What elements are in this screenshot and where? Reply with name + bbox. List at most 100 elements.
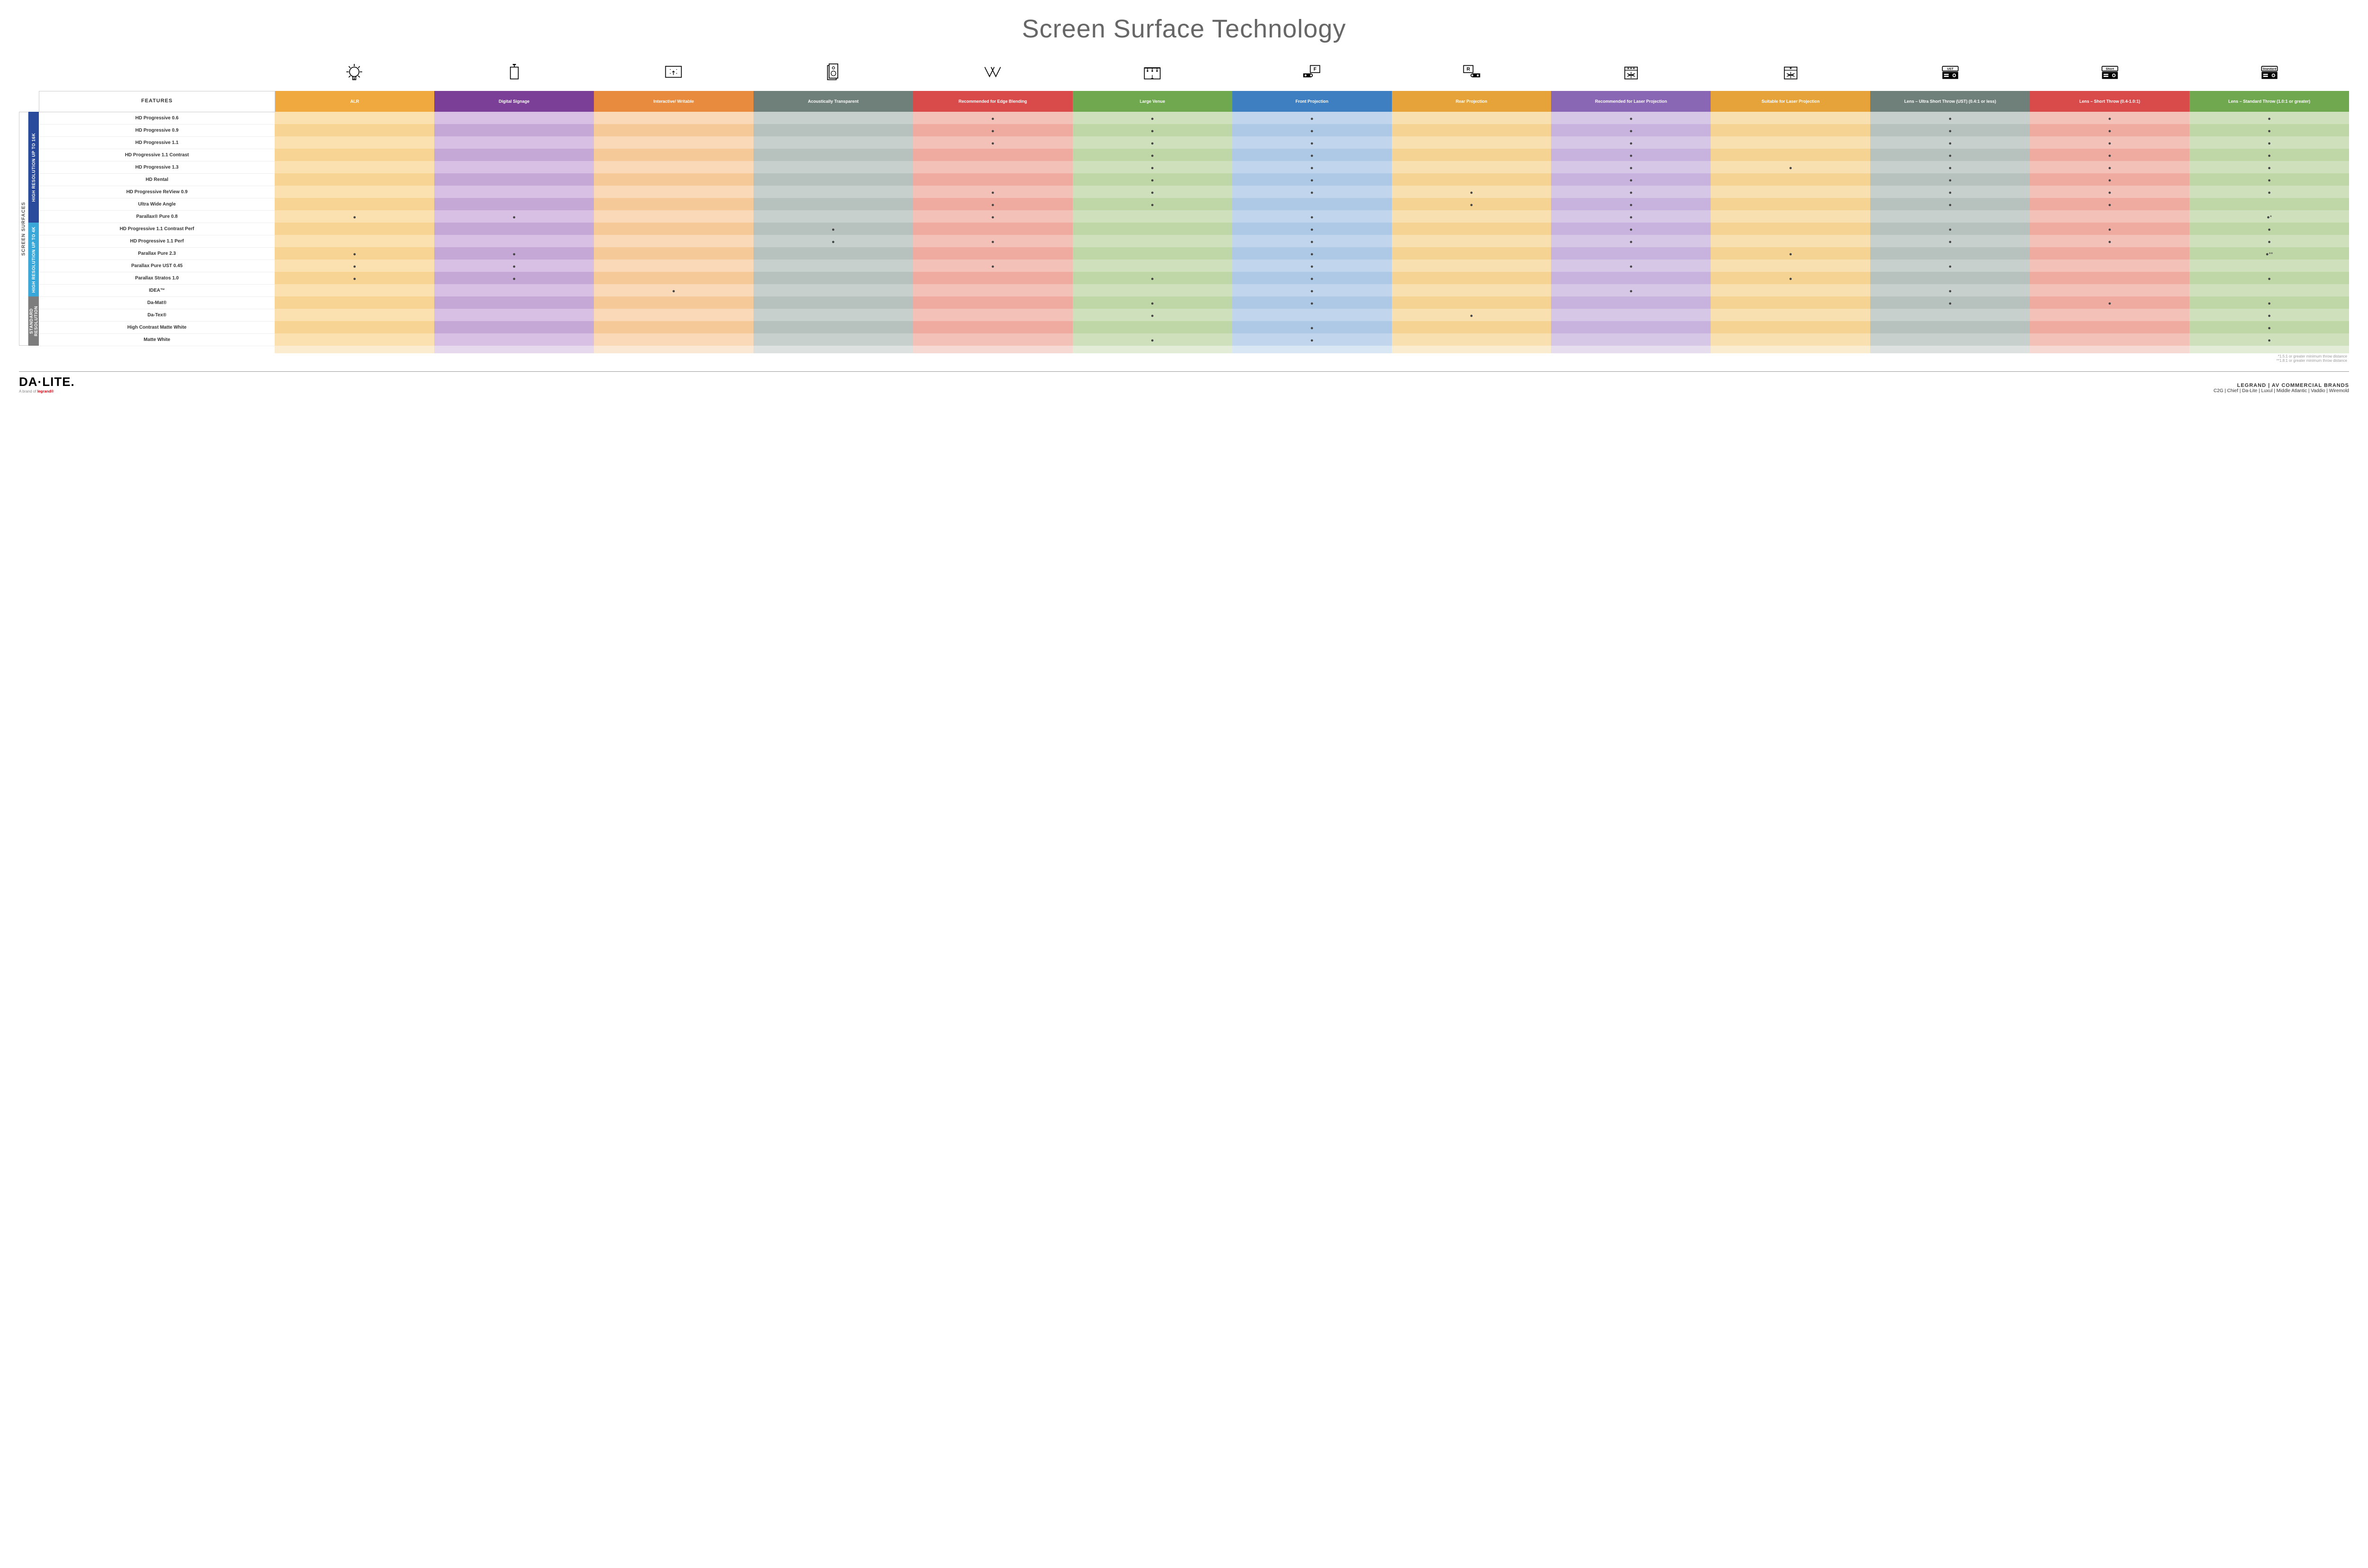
cell: ● — [275, 272, 434, 284]
cell — [913, 149, 1073, 161]
cell — [913, 272, 1073, 284]
row-label: Parallax Pure UST 0.45 — [39, 260, 275, 272]
cell — [753, 321, 913, 333]
cell: ● — [1711, 272, 1870, 284]
col-header-alr: ALR — [275, 91, 434, 112]
cell: ● — [1551, 173, 1711, 186]
cell: ● — [753, 223, 913, 235]
interactive-icon — [594, 58, 753, 91]
cell — [1711, 284, 1870, 296]
col-header-reclaser: Recommended for Laser Projection — [1551, 91, 1711, 112]
cell: ● — [1870, 173, 2030, 186]
cell — [275, 321, 434, 333]
cell — [753, 333, 913, 346]
cell: ● — [2189, 136, 2349, 149]
cell: ● — [434, 260, 594, 272]
cell: ● — [1870, 136, 2030, 149]
col-header-interactive: Interactive/ Writable — [594, 91, 753, 112]
cell — [1392, 112, 1552, 124]
cell — [434, 136, 594, 149]
table-row: HD Progressive 0.6●●●●●●● — [39, 112, 2350, 124]
cell: ● — [1073, 333, 1232, 346]
cell: ● — [1870, 235, 2030, 247]
cell: ● — [1870, 161, 2030, 173]
table-row: Parallax Pure UST 0.45●●●●●● — [39, 260, 2350, 272]
cell: ● — [2189, 296, 2349, 309]
table-row: Parallax Stratos 1.0●●●●●● — [39, 272, 2350, 284]
col-header-short: Lens – Short Throw (0.4-1.0:1) — [2030, 91, 2189, 112]
row-label: Parallax Pure 2.3 — [39, 247, 275, 260]
cell — [1711, 136, 1870, 149]
cell — [2030, 333, 2189, 346]
cell: ● — [2030, 136, 2189, 149]
col-header-ust: Lens – Ultra Short Throw (UST) (0.4:1 or… — [1870, 91, 2030, 112]
cell: ● — [913, 235, 1073, 247]
cell — [434, 149, 594, 161]
cell — [753, 136, 913, 149]
cell: ● — [275, 260, 434, 272]
cell: ● — [1551, 161, 1711, 173]
table-row: HD Progressive 1.1●●●●●●● — [39, 136, 2350, 149]
row-label: Ultra Wide Angle — [39, 198, 275, 210]
cell — [275, 309, 434, 321]
cell — [275, 124, 434, 136]
cell: ● — [1870, 260, 2030, 272]
cell — [1073, 260, 1232, 272]
row-label: HD Progressive 1.1 Perf — [39, 235, 275, 247]
cell — [2189, 260, 2349, 272]
cell: ● — [1232, 124, 1392, 136]
cell — [434, 173, 594, 186]
cell — [1392, 333, 1552, 346]
cell: ● — [1551, 149, 1711, 161]
cell — [594, 296, 753, 309]
cell — [1073, 321, 1232, 333]
cell — [753, 309, 913, 321]
cell — [1711, 186, 1870, 198]
cell — [1073, 284, 1232, 296]
cell — [1711, 149, 1870, 161]
cell — [1711, 235, 1870, 247]
cell — [594, 260, 753, 272]
group-label: HIGH RESOLUTION UP TO 4K — [28, 223, 39, 296]
cell — [1392, 260, 1552, 272]
cell — [594, 272, 753, 284]
cell — [1392, 235, 1552, 247]
group-label: HIGH RESOLUTION UP TO 16K — [28, 112, 39, 223]
cell — [434, 235, 594, 247]
cell — [594, 124, 753, 136]
cell: ● — [2030, 223, 2189, 235]
cell: ● — [1232, 112, 1392, 124]
row-label: Parallax Stratos 1.0 — [39, 272, 275, 284]
cell — [913, 321, 1073, 333]
cell: ● — [1870, 124, 2030, 136]
cell: ● — [1073, 296, 1232, 309]
cell — [913, 173, 1073, 186]
table-row: Parallax Pure 2.3●●●●●** — [39, 247, 2350, 260]
cell — [2030, 272, 2189, 284]
venue-icon — [1073, 58, 1232, 91]
cell — [1392, 223, 1552, 235]
cell: ● — [1073, 198, 1232, 210]
table-row: HD Progressive 1.3●●●●●●● — [39, 161, 2350, 173]
cell: ● — [1551, 223, 1711, 235]
cell: ● — [1711, 161, 1870, 173]
chart-container: SCREEN SURFACESHIGH RESOLUTION UP TO 16K… — [19, 58, 2349, 363]
table-row: HD Progressive 1.1 Contrast Perf●●●●●● — [39, 223, 2350, 235]
brands-list: LEGRAND | AV COMMERCIAL BRANDS C2G | Chi… — [2214, 383, 2349, 394]
cell — [753, 186, 913, 198]
cell: ● — [2189, 321, 2349, 333]
cell — [434, 284, 594, 296]
col-header-acoustic: Acoustically Transparent — [753, 91, 913, 112]
cell — [275, 333, 434, 346]
side-label-surfaces: SCREEN SURFACES — [19, 112, 28, 346]
cell — [594, 161, 753, 173]
svg-text:R: R — [1467, 67, 1471, 72]
col-header-signage: Digital Signage — [434, 91, 594, 112]
cell — [1711, 260, 1870, 272]
cell — [275, 136, 434, 149]
cell: ● — [913, 136, 1073, 149]
cell — [753, 272, 913, 284]
col-header-venue: Large Venue — [1073, 91, 1232, 112]
cell — [1392, 136, 1552, 149]
cell — [275, 235, 434, 247]
